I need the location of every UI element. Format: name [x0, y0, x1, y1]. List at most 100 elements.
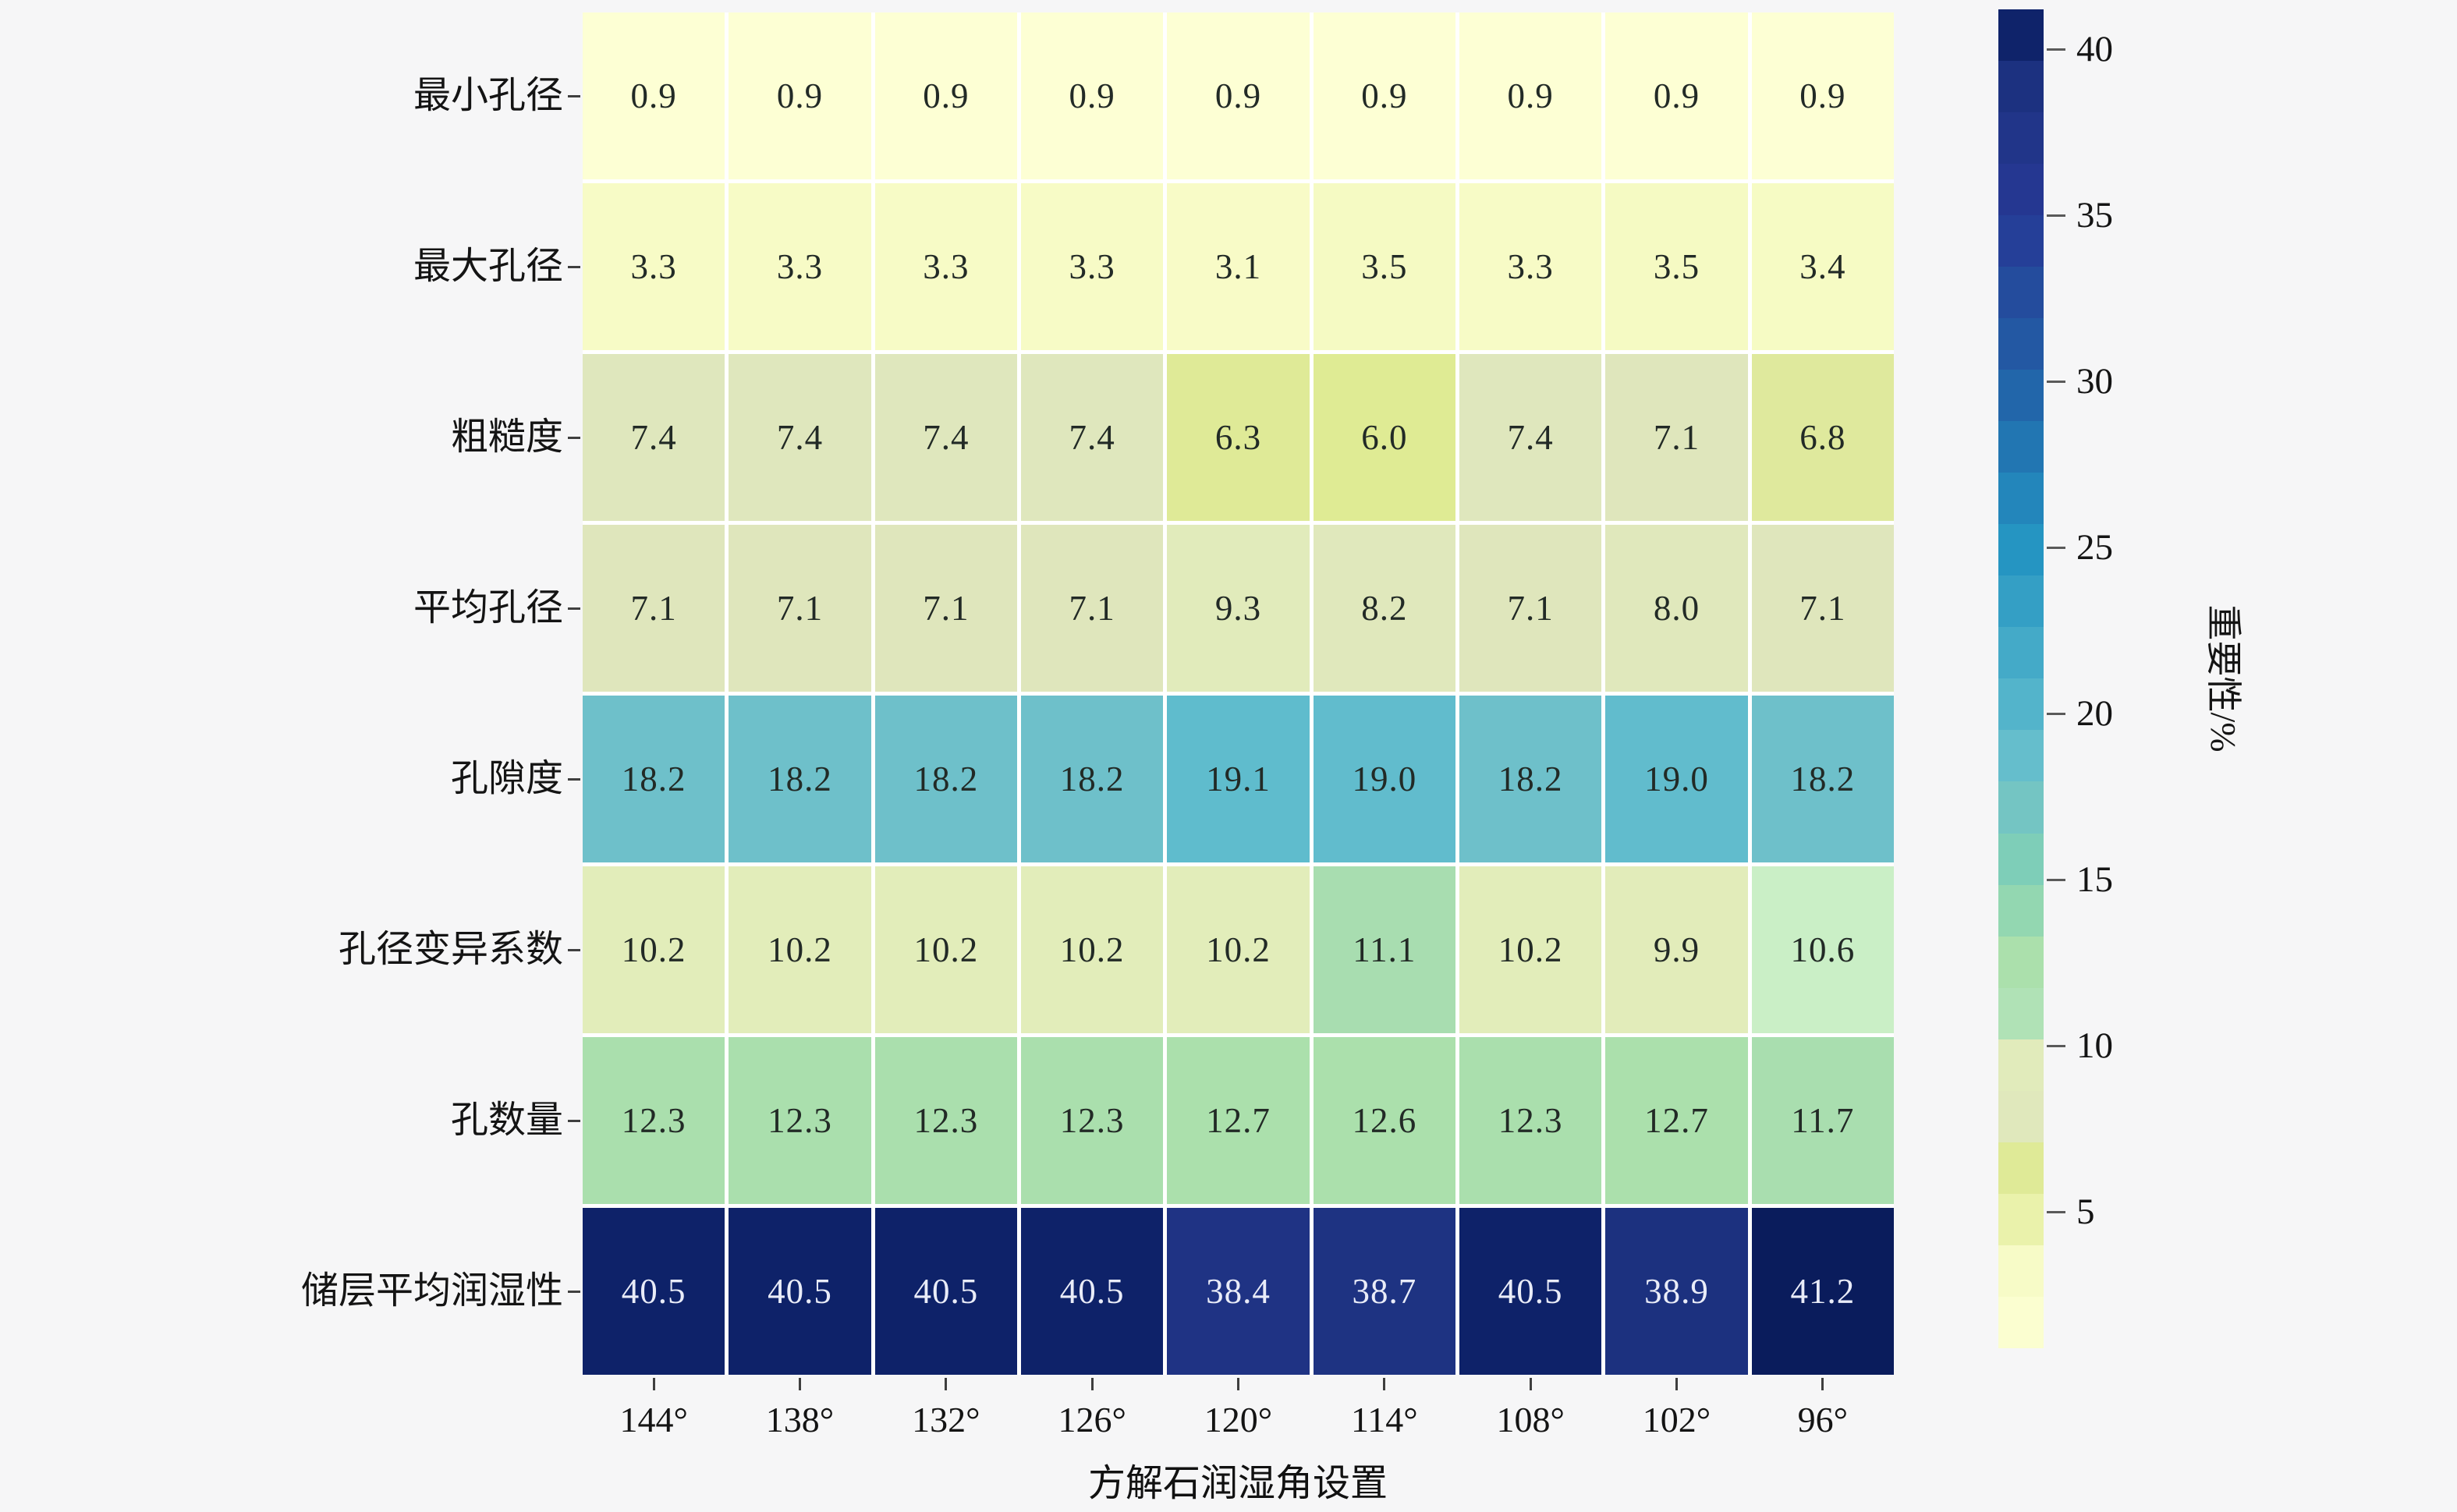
heatmap-cell: 0.9: [1020, 12, 1164, 179]
heatmap-cell: 12.3: [1020, 1037, 1164, 1204]
x-tick-mark: [652, 1378, 655, 1390]
colorbar-slice: [1998, 1090, 2044, 1142]
column-label: 138°: [765, 1400, 835, 1439]
heatmap-cell: 7.1: [1605, 354, 1748, 521]
heatmap-cell: 38.9: [1605, 1208, 1748, 1375]
heatmap-cell: 11.7: [1751, 1037, 1894, 1204]
colorbar-tick-mark: [2047, 380, 2065, 383]
heatmap-cell: 0.9: [729, 12, 871, 179]
heatmap-cell: 0.9: [1605, 12, 1748, 179]
heatmap-cell: 8.0: [1605, 525, 1748, 692]
colorbar-tick-mark: [2047, 1044, 2065, 1047]
heatmap-cell: 3.3: [1459, 183, 1602, 350]
heatmap-cell: 18.2: [1459, 696, 1602, 862]
heatmap-cell: 3.3: [583, 183, 725, 350]
heatmap-cell: 0.9: [1459, 12, 1602, 179]
heatmap-cell: 12.6: [1313, 1037, 1455, 1204]
heatmap-cell: 10.2: [1167, 866, 1310, 1033]
column-label: 144°: [619, 1400, 688, 1439]
row-label: 平均孔径: [413, 587, 563, 629]
colorbar-slice: [1998, 61, 2044, 113]
column-label: 108°: [1496, 1400, 1565, 1439]
heatmap-cell: 0.9: [1167, 12, 1310, 179]
heatmap-cell: 10.6: [1751, 866, 1894, 1033]
column-label: 132°: [912, 1400, 980, 1439]
heatmap-cell: 18.2: [583, 696, 725, 862]
x-tick-mark: [799, 1378, 801, 1390]
y-tick-mark: [568, 436, 580, 439]
heatmap-cell: 8.2: [1313, 525, 1455, 692]
heatmap-cell: 6.8: [1751, 354, 1894, 521]
colorbar-slice: [1998, 987, 2044, 1039]
row-label: 最小孔径: [413, 75, 563, 116]
row-label: 孔隙度: [450, 758, 563, 799]
colorbar-slice: [1998, 884, 2044, 937]
colorbar-slice: [1998, 833, 2044, 885]
colorbar-title: 重要性/%: [2204, 604, 2243, 752]
heatmap-cell: 18.2: [1020, 696, 1164, 862]
heatmap-cell: 0.9: [874, 12, 1017, 179]
colorbar-slice: [1998, 164, 2044, 216]
heatmap-cell: 0.9: [1313, 12, 1455, 179]
heatmap-cell: 19.0: [1313, 696, 1455, 862]
heatmap-cell: 6.3: [1167, 354, 1310, 521]
colorbar-tick-label: 40: [2076, 29, 2113, 70]
heatmap-cell: 0.9: [1751, 12, 1894, 179]
heatmap-cell: 3.3: [874, 183, 1017, 350]
heatmap-cell: 40.5: [874, 1208, 1017, 1375]
colorbar-slice: [1998, 370, 2044, 422]
heatmap-cell: 3.3: [1020, 183, 1164, 350]
heatmap-cell: 9.9: [1605, 866, 1748, 1033]
heatmap-cell: 19.1: [1167, 696, 1310, 862]
heatmap-cell: 40.5: [583, 1208, 725, 1375]
heatmap-cell: 7.1: [583, 525, 725, 692]
heatmap-cell: 12.3: [583, 1037, 725, 1204]
heatmap-cell: 7.1: [1020, 525, 1164, 692]
heatmap-cell: 10.2: [1459, 866, 1602, 1033]
colorbar: [1998, 9, 2044, 1348]
heatmap-cell: 19.0: [1605, 696, 1748, 862]
colorbar-slice: [1998, 730, 2044, 782]
heatmap-cell: 9.3: [1167, 525, 1310, 692]
row-label: 孔数量: [450, 1099, 563, 1141]
heatmap-cell: 7.1: [1751, 525, 1894, 692]
colorbar-tick-mark: [2047, 214, 2065, 217]
x-tick-mark: [945, 1378, 948, 1390]
colorbar-tick-mark: [2047, 48, 2065, 51]
heatmap-cell: 40.5: [729, 1208, 871, 1375]
column-label: 102°: [1642, 1400, 1711, 1439]
colorbar-tick-label: 5: [2076, 1192, 2095, 1233]
heatmap-cell: 10.2: [729, 866, 871, 1033]
heatmap-cell: 3.3: [729, 183, 871, 350]
colorbar-slice: [1998, 1039, 2044, 1091]
column-label: 114°: [1350, 1400, 1418, 1439]
heatmap-cell: 7.1: [874, 525, 1017, 692]
heatmap-cell: 10.2: [583, 866, 725, 1033]
heatmap-cell: 10.2: [874, 866, 1017, 1033]
heatmap-grid: 0.9 0.9 0.9 0.9 0.9 0.9 0.9 0.9 0.9 3.3 3.3 3.3 3.3 3…: [583, 12, 1894, 1375]
heatmap-cell: 7.1: [1459, 525, 1602, 692]
column-label: 96°: [1797, 1400, 1849, 1439]
colorbar-tick-mark: [2047, 878, 2065, 881]
heatmap-cell: 0.9: [583, 12, 725, 179]
colorbar-slice: [1998, 1296, 2044, 1348]
heatmap-cell: 41.2: [1751, 1208, 1894, 1375]
colorbar-slice: [1998, 1142, 2044, 1194]
heatmap-cell: 12.3: [729, 1037, 871, 1204]
colorbar-slice: [1998, 524, 2044, 576]
colorbar-tick-mark: [2047, 712, 2065, 715]
heatmap-cell: 40.5: [1459, 1208, 1602, 1375]
colorbar-slice: [1998, 473, 2044, 525]
heatmap-cell: 18.2: [1751, 696, 1894, 862]
colorbar-slice: [1998, 318, 2044, 370]
heatmap-cell: 40.5: [1020, 1208, 1164, 1375]
row-label: 储层平均润湿性: [300, 1270, 563, 1312]
row-label: 粗糙度: [450, 416, 563, 458]
colorbar-slice: [1998, 267, 2044, 319]
heatmap-cell: 3.5: [1313, 183, 1455, 350]
heatmap-cell: 12.7: [1605, 1037, 1748, 1204]
colorbar-tick-label: 10: [2076, 1025, 2113, 1067]
heatmap-cell: 10.2: [1020, 866, 1164, 1033]
heatmap-cell: 38.4: [1167, 1208, 1310, 1375]
